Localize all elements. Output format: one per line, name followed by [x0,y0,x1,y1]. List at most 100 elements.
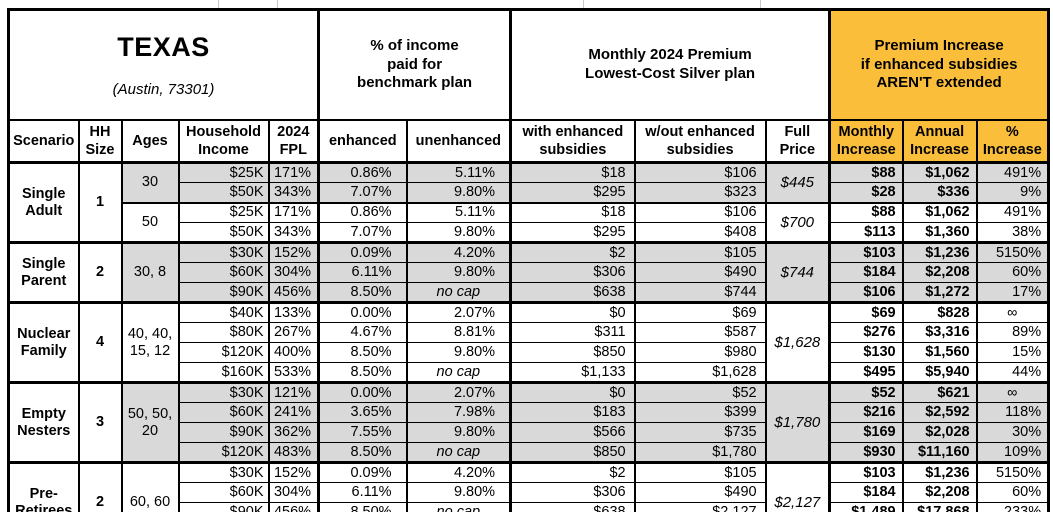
table-row: $80K 267% 4.67% 8.81% $311 $587 $276 $3,316 89% [9,322,1050,344]
cell-unenhanced-pct: 2.07% [405,381,512,404]
cell-income: $90K [177,282,270,304]
cell-pct-increase: 38% [975,222,1050,244]
cell-pct-increase: 44% [975,362,1050,384]
cell-pct-increase: 109% [975,442,1050,464]
cell-premium-without-subsidies: $105 [633,241,767,264]
cell-premium-with-subsidies: $295 [509,222,636,244]
cell-income: $90K [177,422,270,444]
cell-unenhanced-pct: 5.11% [405,201,512,224]
cell-unenhanced-pct: 8.81% [405,322,512,344]
table-row: 50 $25K 171% 0.86% 5.11% $18 $106 $700 $88 $1,062… [9,201,1050,244]
table-row: Pre- Retirees 2 60, 60 $30K 152% 0.09% 4.20% $2… [7,461,1050,512]
cell-premium-with-subsidies: $183 [509,402,636,424]
cell-annual-increase: $1,236 [901,461,978,484]
cell-annual-increase: $2,208 [901,482,978,504]
group-header-increase: Premium Increase if enhanced subsidies A… [828,8,1050,121]
table-row: $60K 304% 6.11% 9.80% $306 $490 $184 $2,208 60% [9,262,1050,284]
cell-annual-increase: $1,236 [901,241,978,264]
cell-income: $90K [177,502,270,512]
cell-monthly-increase: $103 [828,461,904,484]
cell-scenario: Empty Nesters [7,381,80,464]
cell-pct-increase: 15% [975,342,1050,364]
table-row: $90K 456% 8.50% no cap $638 $744 $106 $1,272 17% [9,282,1050,304]
cell-unenhanced-pct: no cap [405,362,512,384]
cell-premium-with-subsidies: $2 [509,461,636,484]
state-title: TEXAS [117,31,210,62]
col-header-ages: Ages [120,118,180,164]
cell-premium-without-subsidies: $490 [633,262,767,284]
cell-fpl: 483% [267,442,320,464]
cell-pct-increase: 118% [975,402,1050,424]
cell-fpl: 267% [267,322,320,344]
cell-scenario: Single Adult [7,161,80,244]
col-header-scenario: Scenario [7,118,80,164]
group-header-pct-income: % of income paid for benchmark plan [317,8,512,121]
cell-premium-without-subsidies: $744 [633,282,767,304]
cell-hh-size: 1 [77,161,123,244]
cell-fpl: 171% [267,201,320,224]
cell-enhanced-pct: 8.50% [317,282,408,304]
cell-income: $25K [177,161,270,184]
cell-fpl: 304% [267,482,320,504]
cell-monthly-increase: $28 [828,182,904,204]
cell-income: $60K [177,482,270,504]
col-header-income: Household Income [177,118,270,164]
cell-income: $50K [177,182,270,204]
cell-annual-increase: $5,940 [901,362,978,384]
cell-annual-increase: $17,868 [901,502,978,512]
cell-annual-increase: $2,208 [901,262,978,284]
cell-annual-increase: $828 [901,301,978,324]
cell-ages: 50, 50, 20 [120,381,180,464]
cell-annual-increase: $1,360 [901,222,978,244]
cell-fpl: 171% [267,161,320,184]
cell-monthly-increase: $113 [828,222,904,244]
cell-full-price: $1,780 [764,381,831,464]
table-title-cell: TEXAS (Austin, 73301) [7,8,320,121]
table-row: Single Parent 2 30, 8 $30K 152% 0.09% 4.20% $2 $… [7,241,1050,304]
cell-hh-size: 2 [77,461,123,512]
cell-premium-without-subsidies: $2,127 [633,502,767,512]
col-header-without-subsidies: w/out enhanced subsidies [633,118,767,164]
cell-premium-with-subsidies: $311 [509,322,636,344]
cell-premium-without-subsidies: $106 [633,161,767,184]
col-header-fpl: 2024 FPL [267,118,320,164]
cell-monthly-increase: $52 [828,381,904,404]
cell-enhanced-pct: 0.00% [317,381,408,404]
cell-full-price: $1,628 [764,301,831,384]
cell-premium-with-subsidies: $306 [509,482,636,504]
cell-premium-without-subsidies: $735 [633,422,767,444]
cell-fpl: 343% [267,182,320,204]
cell-income: $50K [177,222,270,244]
location-subtitle: (Austin, 73301) [112,80,215,98]
col-header-enhanced: enhanced [317,118,408,164]
col-header-pct-increase: % Increase [975,118,1050,164]
cell-income: $40K [177,301,270,324]
cell-annual-increase: $1,272 [901,282,978,304]
cell-pct-increase: 60% [975,482,1050,504]
title-row: TEXAS (Austin, 73301) % of income paid f… [7,8,1050,121]
cell-annual-increase: $1,062 [901,201,978,224]
cell-pct-increase: 5150% [975,461,1050,484]
cell-full-price: $700 [764,201,831,244]
cell-premium-without-subsidies: $980 [633,342,767,364]
cell-enhanced-pct: 4.67% [317,322,408,344]
cell-enhanced-pct: 0.00% [317,301,408,324]
cell-fpl: 456% [267,502,320,512]
cell-fpl: 304% [267,262,320,284]
cell-monthly-increase: $103 [828,241,904,264]
cell-monthly-increase: $216 [828,402,904,424]
table-row: Empty Nesters 3 50, 50, 20 $30K 121% 0.00% 2.0… [7,381,1050,464]
group-header-premium: Monthly 2024 Premium Lowest-Cost Silver … [509,8,831,121]
cell-monthly-increase: $1,489 [828,502,904,512]
cell-premium-with-subsidies: $638 [509,502,636,512]
cell-monthly-increase: $169 [828,422,904,444]
cell-monthly-increase: $88 [828,161,904,184]
cell-premium-with-subsidies: $0 [509,301,636,324]
cell-unenhanced-pct: no cap [405,282,512,304]
cell-fpl: 121% [267,381,320,404]
cell-fpl: 456% [267,282,320,304]
cell-income: $30K [177,241,270,264]
cell-annual-increase: $2,028 [901,422,978,444]
table-row: $50K 343% 7.07% 9.80% $295 $408 $113 $1,360 38% [9,222,1050,244]
cell-annual-increase: $1,062 [901,161,978,184]
